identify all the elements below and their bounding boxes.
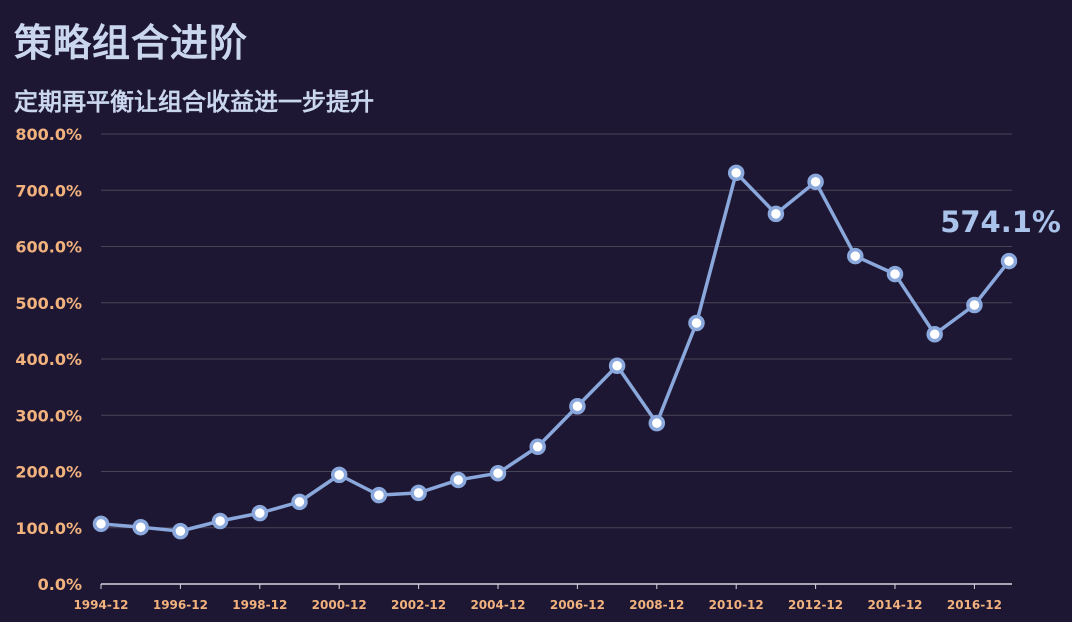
data-point (966, 296, 983, 314)
y-tick-label: 200.0% (15, 463, 82, 482)
data-point (330, 466, 348, 484)
x-tick-label: 2006-12 (550, 598, 605, 612)
y-tick-label: 500.0% (15, 294, 82, 313)
data-label-last: 574.1% (940, 205, 1061, 239)
data-point (767, 205, 785, 223)
data-point (926, 326, 943, 343)
chart-title: 策略组合进阶 (14, 21, 249, 65)
x-tick-label: 2002-12 (391, 598, 446, 612)
data-point (410, 484, 427, 502)
y-tick-label: 400.0% (15, 350, 82, 369)
data-point (847, 247, 864, 265)
x-tick-label: 2012-12 (788, 598, 843, 612)
x-tick-label: 2010-12 (709, 598, 764, 612)
data-point (489, 464, 507, 482)
data-point (529, 438, 546, 455)
data-point (688, 314, 705, 332)
data-point (291, 493, 308, 511)
data-point (1000, 252, 1018, 270)
chart-subtitle: 定期再平衡让组合收益进一步提升 (14, 88, 374, 116)
x-tick-label: 1998-12 (232, 598, 287, 612)
data-point (172, 522, 189, 540)
data-point (92, 515, 110, 533)
x-tick-label: 2014-12 (867, 598, 922, 612)
x-tick-label: 1994-12 (73, 598, 128, 612)
x-tick-label: 2000-12 (312, 598, 367, 612)
data-point (211, 512, 229, 530)
x-tick-label: 1996-12 (153, 598, 208, 612)
data-point (807, 173, 824, 191)
y-tick-label: 800.0% (15, 125, 82, 144)
data-point (886, 265, 904, 283)
y-tick-label: 100.0% (15, 519, 82, 538)
y-tick-label: 600.0% (15, 238, 82, 257)
data-point (132, 518, 149, 536)
y-tick-label: 300.0% (15, 406, 82, 425)
x-tick-label: 2016-12 (947, 598, 1002, 612)
data-point (370, 486, 388, 504)
series-line (100, 171, 1011, 533)
x-tick-label: 2004-12 (470, 598, 525, 612)
y-tick-label: 0.0% (38, 575, 82, 594)
data-point (648, 414, 666, 432)
x-tick-label: 2008-12 (629, 598, 684, 612)
data-point (450, 471, 467, 489)
data-point (608, 357, 626, 374)
y-tick-label: 700.0% (15, 181, 82, 200)
data-point (727, 164, 745, 182)
data-point (251, 504, 269, 522)
data-point (569, 398, 586, 415)
